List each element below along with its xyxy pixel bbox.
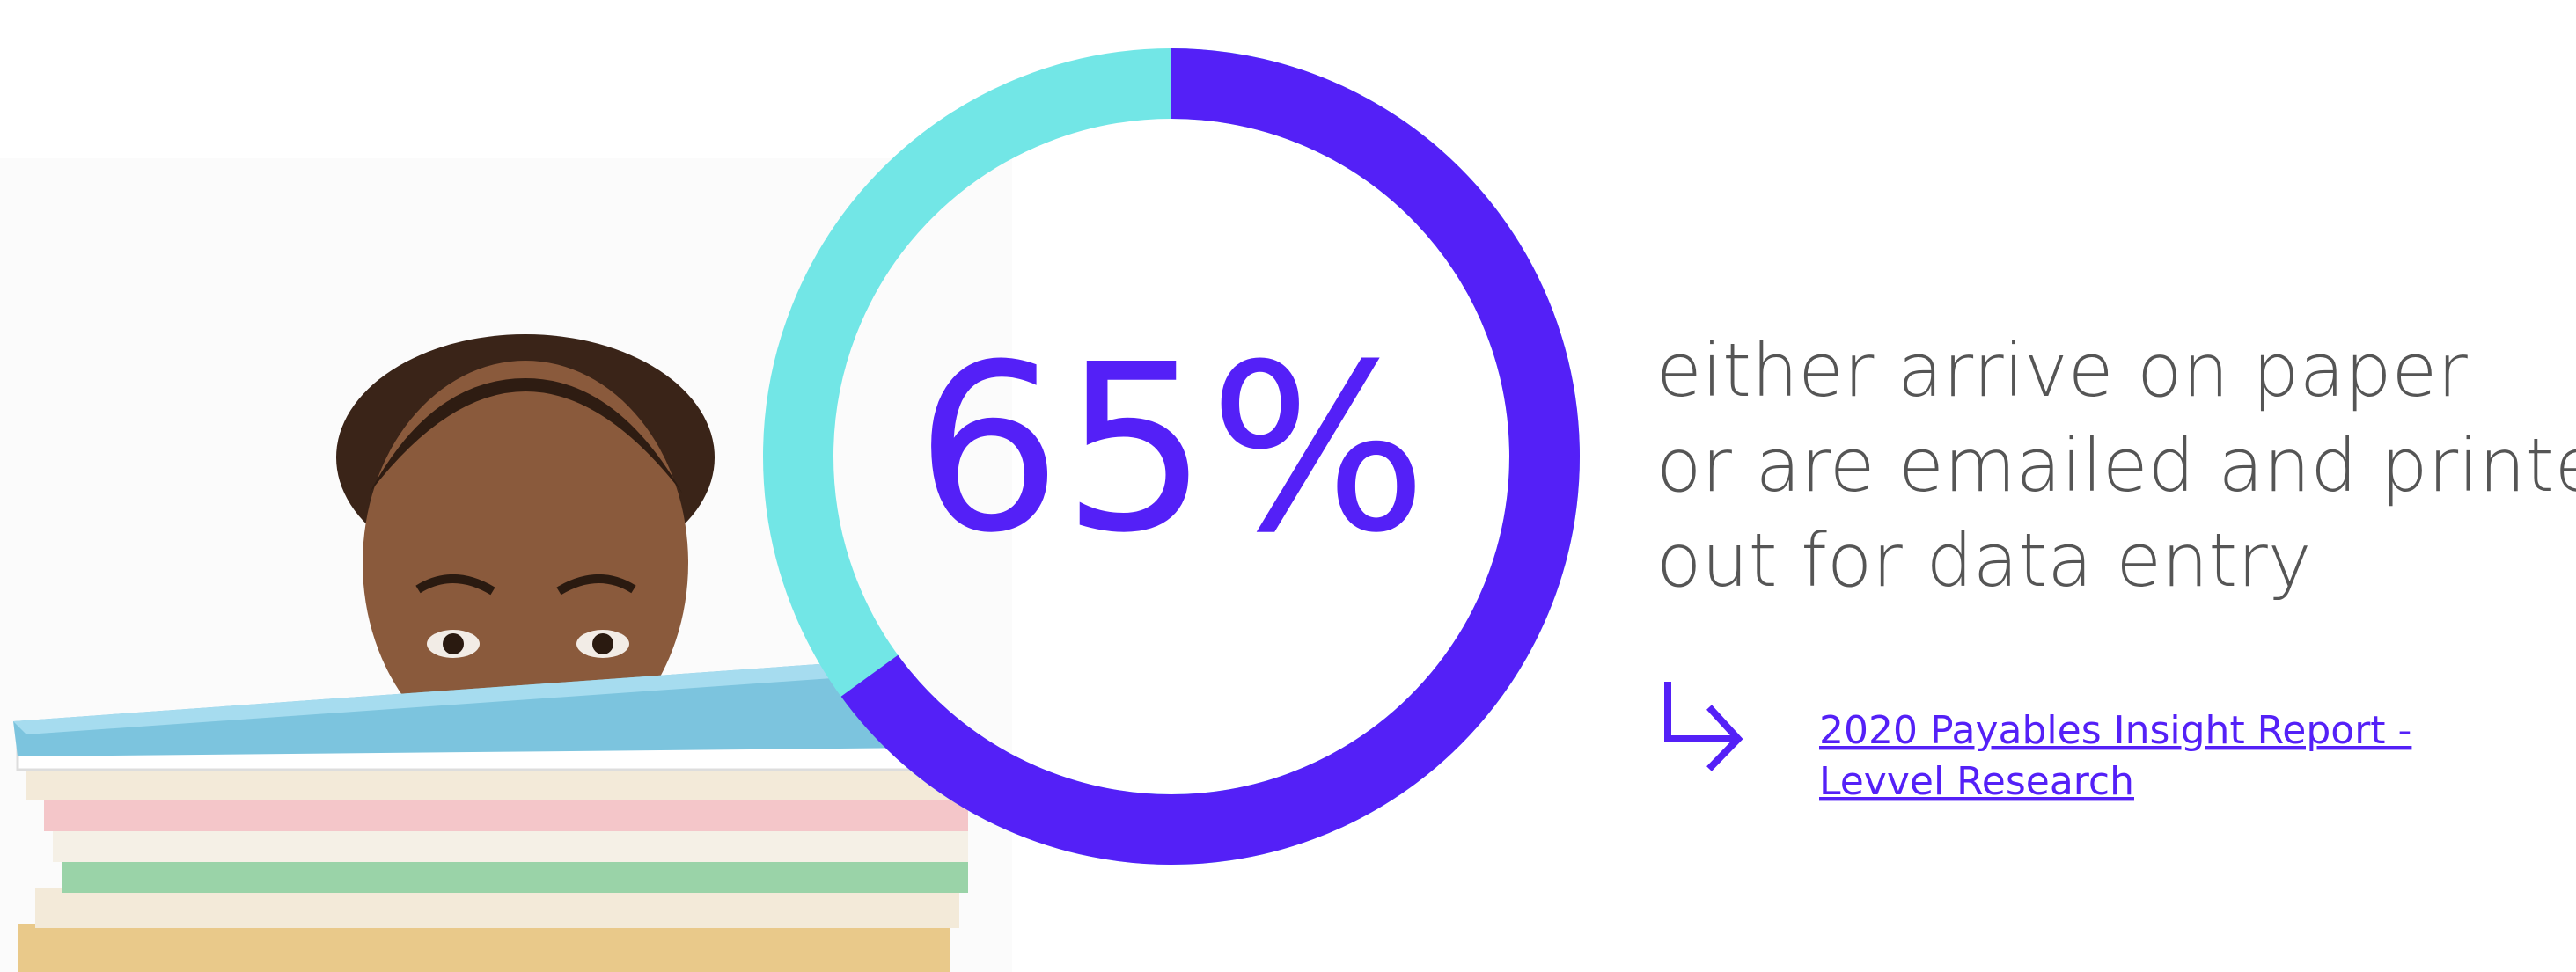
donut-value-label: 65% <box>915 315 1427 583</box>
statement-line: out for data entry <box>1656 517 2311 603</box>
source-link[interactable]: 2020 Payables Insight Report - Levvel Re… <box>1819 708 2411 804</box>
link-line[interactable]: 2020 Payables Insight Report - <box>1819 708 2411 753</box>
donut-chart: 65% <box>763 48 1580 865</box>
donut-segment <box>840 48 1580 865</box>
statement-line: or are emailed and printed <box>1656 422 2576 508</box>
arrow-icon <box>1664 682 1743 771</box>
link-line[interactable]: Levvel Research <box>1819 759 2134 804</box>
photo-illustration <box>13 334 968 972</box>
statement-line: either arrive on paper <box>1656 327 2468 413</box>
